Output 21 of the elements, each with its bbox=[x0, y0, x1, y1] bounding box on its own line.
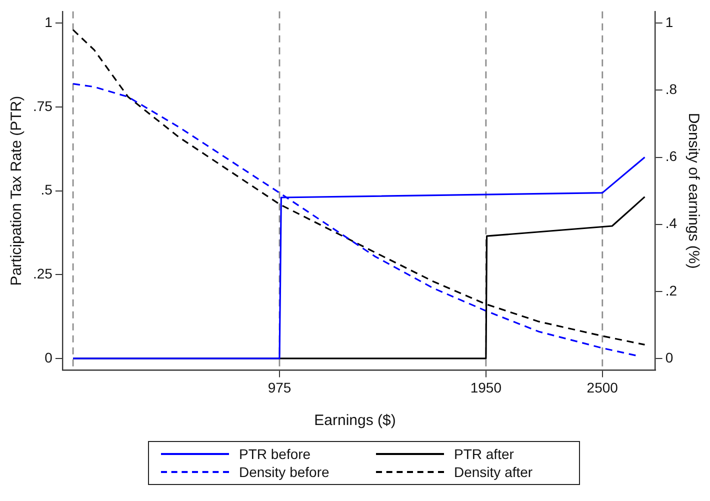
legend-label: PTR after bbox=[454, 446, 514, 462]
y-tick-label: .75 bbox=[32, 98, 53, 114]
y2-tick-label: 0 bbox=[665, 349, 674, 366]
legend-label: Density before bbox=[239, 464, 330, 480]
y-tick-label: 1 bbox=[44, 14, 53, 30]
x-tick-label: 975 bbox=[268, 379, 292, 396]
y2-tick-label: .8 bbox=[665, 81, 678, 98]
legend-label: Density after bbox=[454, 464, 533, 480]
y2-axis-title: Density of earnings (%) bbox=[684, 112, 702, 269]
legend-label: PTR before bbox=[239, 446, 311, 462]
y2-tick-label: 1 bbox=[665, 14, 674, 30]
y-tick-label: 0 bbox=[44, 349, 53, 366]
y-axis-title: Participation Tax Rate (PTR) bbox=[8, 96, 26, 286]
y-tick-label: .5 bbox=[40, 182, 53, 198]
y2-tick-label: .2 bbox=[665, 282, 678, 298]
x-axis-title: Earnings ($) bbox=[313, 412, 397, 429]
x-tick-label: 1950 bbox=[470, 379, 502, 396]
y2-tick-label: .6 bbox=[665, 148, 678, 164]
y2-tick-label: .4 bbox=[665, 215, 678, 232]
x-tick-label: 2500 bbox=[586, 379, 618, 396]
y-tick-label: .25 bbox=[32, 265, 53, 282]
